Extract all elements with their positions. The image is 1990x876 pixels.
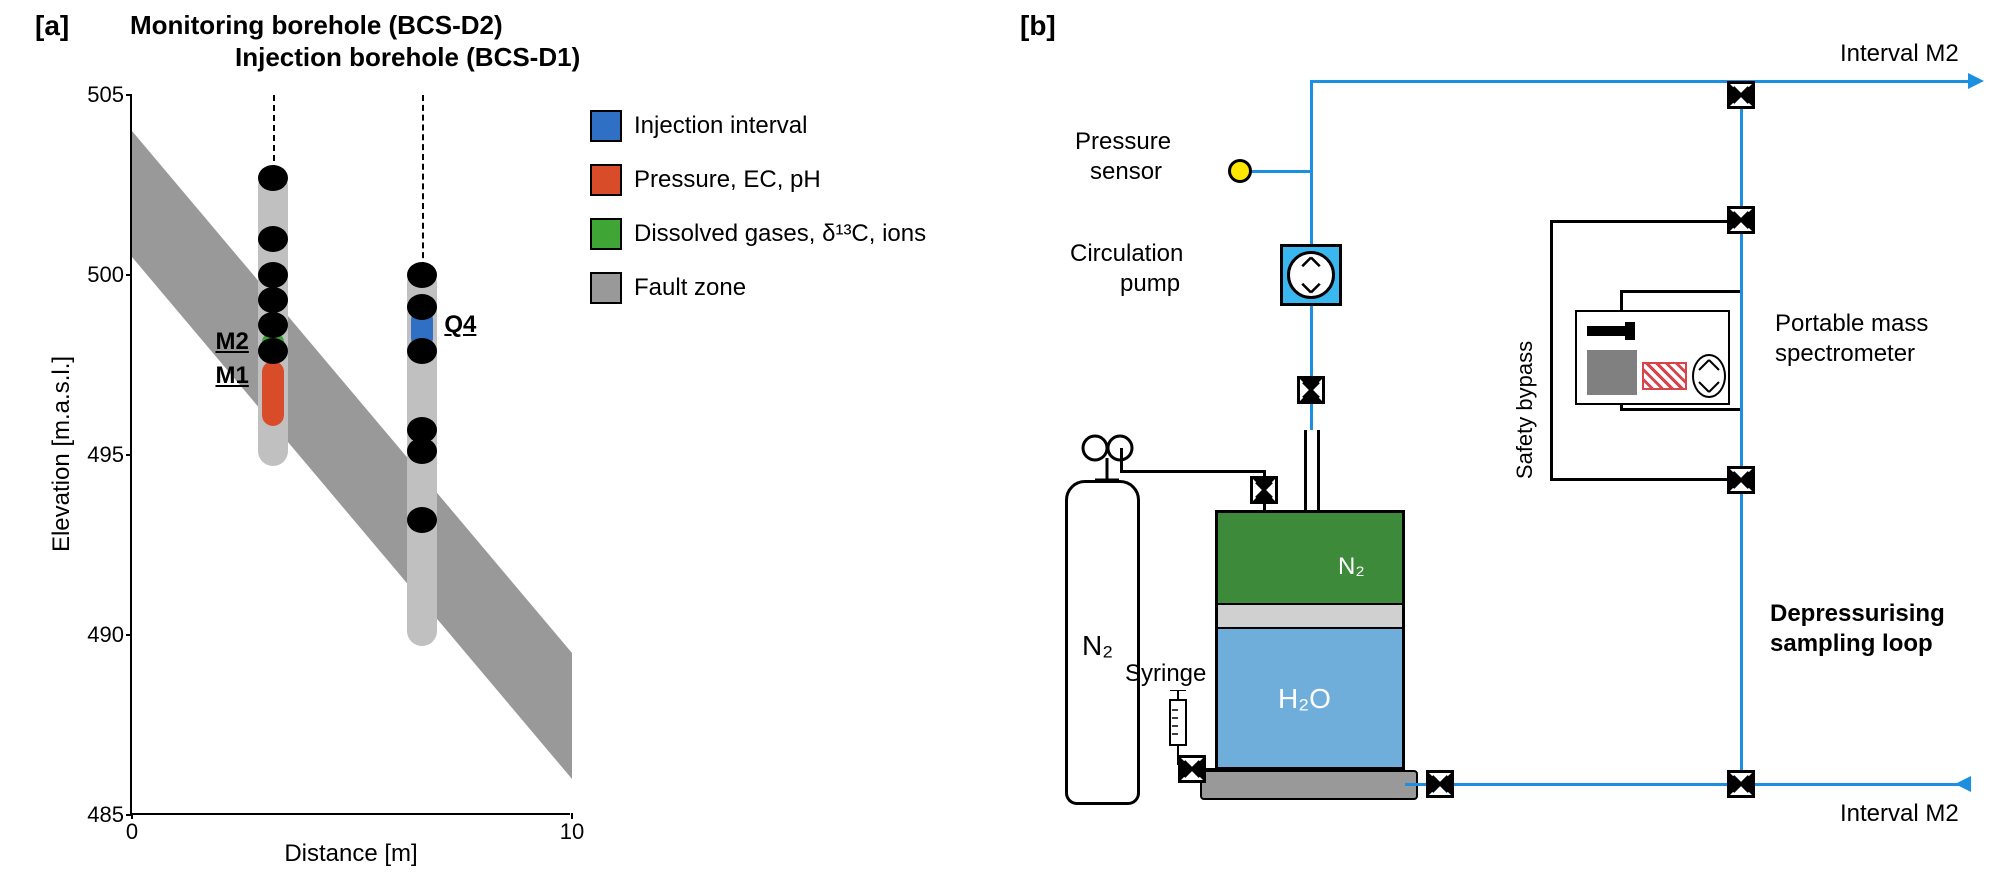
ms-lbl2: spectrometer: [1775, 340, 1915, 368]
panel-b-label: [b]: [1020, 10, 1056, 42]
borehole-dash-injection: [422, 95, 424, 268]
sampling-lbl1: Depressurising: [1770, 600, 1945, 628]
legend-swatch: [590, 110, 622, 142]
valve-syringe: [1178, 755, 1206, 783]
panel-a-label: [a]: [35, 10, 69, 42]
legend: Injection interval Pressure, EC, pH Dissol…: [590, 110, 926, 326]
pressure-sensor-lbl2: sensor: [1090, 158, 1162, 186]
legend-row: Dissolved gases, δ¹³C, ions: [590, 218, 926, 250]
panel-a-title2: Injection borehole (BCS-D1): [235, 42, 580, 73]
packer: [258, 165, 288, 191]
interval-label-Q4: Q4: [444, 311, 476, 339]
interval-M1: [262, 361, 284, 426]
safety-bypass-top: [1550, 220, 1740, 223]
packer: [258, 287, 288, 313]
valve-top-right: [1727, 81, 1755, 109]
pressure-sensor-icon: [1228, 159, 1252, 183]
ms-branch-bottom: [1620, 408, 1740, 411]
legend-text: Fault zone: [634, 274, 746, 302]
syringe-label: Syringe: [1125, 660, 1206, 688]
h2o-label: H₂O: [1278, 683, 1331, 715]
legend-text: Pressure, EC, pH: [634, 166, 821, 194]
valve-bottom-right: [1727, 770, 1755, 798]
valve-vessel-out: [1426, 770, 1454, 798]
legend-row: Fault zone: [590, 272, 926, 304]
packer: [258, 338, 288, 364]
legend-swatch: [590, 164, 622, 196]
regulator-icon: [1075, 430, 1155, 485]
packer: [258, 262, 288, 288]
circulation-pump-icon: [1280, 244, 1342, 306]
chart-area: Elevation [m.a.s.l.] Distance [m] 485490…: [130, 95, 570, 815]
ms-branch-top: [1620, 290, 1740, 293]
safety-bypass-bottom: [1550, 478, 1740, 481]
pipe-top-out: [1310, 80, 1970, 83]
pressure-sensor-lbl1: Pressure: [1075, 128, 1171, 156]
n2-cyl-label: N₂: [1082, 630, 1113, 662]
packer: [407, 338, 437, 364]
sampling-lbl2: sampling loop: [1770, 630, 1933, 658]
y-axis-label: Elevation [m.a.s.l.]: [48, 356, 76, 552]
circ-pump-lbl1: Circulation: [1070, 240, 1183, 268]
packer: [258, 226, 288, 252]
pipe-bottom: [1405, 783, 1970, 786]
legend-text: Dissolved gases, δ¹³C, ions: [634, 220, 926, 248]
panel-a: [a] Monitoring borehole (BCS-D2) Injecti…: [35, 10, 955, 870]
fault-zone: [132, 95, 572, 815]
arrow-in-icon: [1955, 776, 1971, 792]
packer: [407, 507, 437, 533]
ms-lbl1: Portable mass: [1775, 310, 1928, 338]
interval-in-label: Interval M2: [1840, 800, 1959, 828]
legend-swatch: [590, 218, 622, 250]
interval-label-M1: M1: [215, 362, 248, 390]
legend-text: Injection interval: [634, 112, 807, 140]
arrow-out-icon: [1968, 73, 1984, 89]
valve-n2-in: [1250, 476, 1278, 504]
pipe-reg-down: [1120, 448, 1123, 473]
vessel-stand: [1200, 770, 1418, 800]
legend-swatch: [590, 272, 622, 304]
n2-gas-label: N₂: [1338, 553, 1365, 581]
exchange-vessel: N₂ H₂O: [1215, 510, 1405, 770]
mass-spectrometer-icon: [1575, 310, 1730, 405]
valve-main-mid: [1297, 376, 1325, 404]
panel-a-title1: Monitoring borehole (BCS-D2): [130, 10, 503, 41]
panel-b: [b] Interval M2 Pressure sensor Pressure…: [1020, 10, 1980, 870]
pipe-right-vertical: [1740, 80, 1743, 785]
interval-label-M2: M2: [215, 328, 248, 356]
membrane: [1218, 603, 1402, 629]
legend-row: Pressure, EC, pH: [590, 164, 926, 196]
borehole-dash-monitoring: [273, 95, 275, 171]
safety-bypass-label: Safety bypass: [1512, 341, 1538, 479]
n2-headspace: [1218, 513, 1402, 603]
circ-pump-lbl2: pump: [1120, 270, 1180, 298]
legend-row: Injection interval: [590, 110, 926, 142]
x-axis-label: Distance [m]: [284, 840, 417, 868]
safety-bypass-line: [1550, 220, 1553, 480]
interval-out-label: Interval M2: [1840, 40, 1959, 68]
